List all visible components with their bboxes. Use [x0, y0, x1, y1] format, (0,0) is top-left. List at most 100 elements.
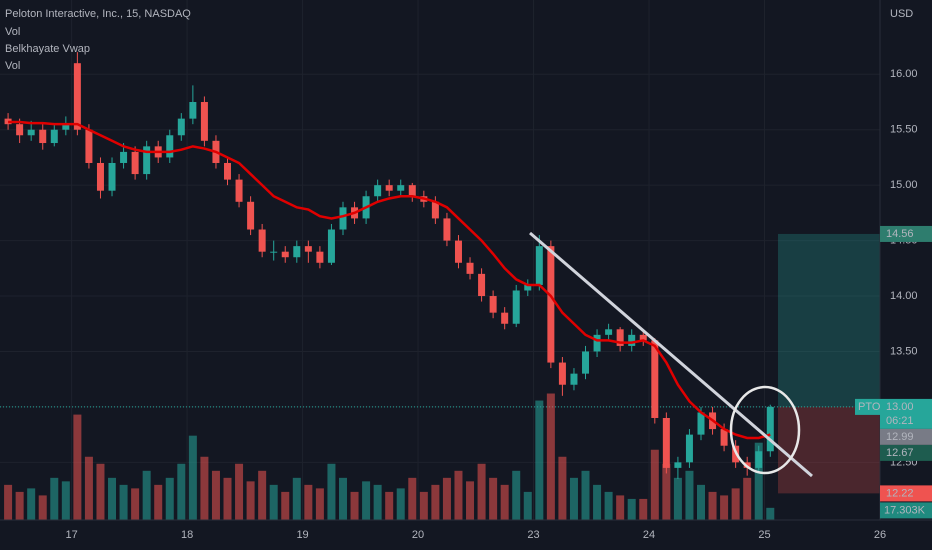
volume-bar — [685, 470, 694, 520]
target-label-box — [880, 225, 932, 242]
volume-bar — [500, 484, 509, 520]
volume-bar — [754, 442, 763, 520]
x-tick-label: 25 — [758, 529, 770, 541]
candle-body — [512, 290, 520, 324]
candle-body — [766, 406, 774, 452]
candle-body — [258, 229, 266, 252]
volume-bar — [523, 491, 532, 520]
chart-title: Peloton Interactive, Inc., 15, NASDAQ — [5, 8, 191, 20]
position-zone — [0, 233, 880, 494]
candle-body — [50, 129, 58, 144]
target-label: 14.56 — [886, 228, 914, 240]
candle-body — [697, 412, 705, 435]
volume-bar — [338, 477, 347, 520]
indicator-value-label: 12.99 — [886, 431, 914, 443]
indicator-name: Vol — [5, 26, 20, 38]
candle-body — [454, 240, 462, 263]
volume-bar — [108, 477, 117, 520]
candle-body — [651, 340, 659, 418]
volume-bar — [292, 477, 301, 520]
volume-bar — [708, 491, 717, 520]
target-zone — [778, 233, 880, 407]
volume-bar — [743, 477, 752, 520]
x-tick-label: 23 — [527, 529, 539, 541]
candle-body — [131, 151, 139, 175]
candle-body — [466, 262, 474, 274]
candle-body — [339, 207, 347, 230]
vwap-line — [8, 120, 771, 440]
candle-body — [143, 146, 151, 175]
volume-bar — [315, 488, 324, 520]
volume-bar — [269, 484, 278, 520]
volume-bar — [27, 488, 36, 520]
candle-body — [85, 129, 93, 163]
volume-bar — [731, 488, 740, 520]
candle-body — [535, 246, 543, 285]
y-tick-label: 15.50 — [890, 124, 918, 136]
grid — [0, 0, 881, 520]
candle-body — [224, 162, 232, 180]
volume-bar — [616, 495, 625, 520]
volume-bar — [639, 498, 648, 520]
candle-body — [120, 151, 128, 163]
volume-bar — [73, 414, 82, 520]
candle-body — [177, 118, 185, 136]
candle-body — [270, 251, 278, 253]
volume-bar — [119, 484, 128, 520]
volume-bar — [627, 498, 636, 520]
volume-bar — [165, 477, 174, 520]
candle-body — [501, 312, 509, 324]
x-tick-label: 19 — [296, 529, 308, 541]
indicator-value-label: 12.67 — [886, 447, 914, 459]
candle-body — [547, 246, 555, 363]
candle-body — [189, 102, 197, 119]
volume-bar — [466, 481, 475, 520]
candle-body — [743, 462, 751, 468]
stop-zone — [778, 406, 880, 494]
candle-body — [39, 129, 47, 144]
volume-bar — [50, 477, 59, 520]
candle-body — [374, 185, 382, 197]
x-tick-label: 20 — [412, 529, 424, 541]
y-tick-label: 15.00 — [890, 179, 918, 191]
stop-label: 12.22 — [886, 487, 914, 499]
volume-bar — [154, 484, 163, 520]
candle-body — [281, 251, 289, 258]
countdown-label: 06:21 — [886, 415, 914, 427]
volume-bar — [211, 470, 220, 520]
volume-bar — [304, 484, 313, 520]
symbol-box — [855, 398, 880, 415]
volume-bar — [431, 484, 440, 520]
x-tick-label: 26 — [874, 529, 886, 541]
candle-body — [166, 135, 174, 158]
candle-body — [27, 129, 35, 136]
volume-bar — [327, 463, 336, 520]
volume-bar — [442, 477, 451, 520]
x-tick-label: 18 — [181, 529, 193, 541]
candle-body — [593, 334, 601, 352]
candle-body — [16, 124, 24, 136]
candle-body — [316, 251, 324, 263]
indicator-value-box — [880, 444, 932, 461]
indicator-name: Vol — [5, 60, 20, 72]
candle-body — [628, 334, 636, 346]
candle-body — [408, 185, 416, 197]
last-price-label: 13.00 — [886, 401, 914, 413]
volume-bar — [396, 488, 405, 520]
candle-body — [443, 218, 451, 241]
volume-bar — [408, 477, 417, 520]
candle-body — [570, 373, 578, 385]
highlight-circle — [729, 385, 801, 475]
candle-body — [247, 201, 255, 230]
volume-bar — [38, 495, 47, 520]
x-tick-label: 17 — [65, 529, 77, 541]
volume-bar — [177, 463, 186, 520]
volume-bar — [581, 470, 590, 520]
volume-bar — [512, 470, 521, 520]
candle-body — [674, 462, 682, 468]
volume-bar — [246, 481, 255, 520]
volume-bar — [96, 463, 105, 520]
candle-body — [96, 162, 104, 191]
volume-bar — [350, 491, 359, 520]
